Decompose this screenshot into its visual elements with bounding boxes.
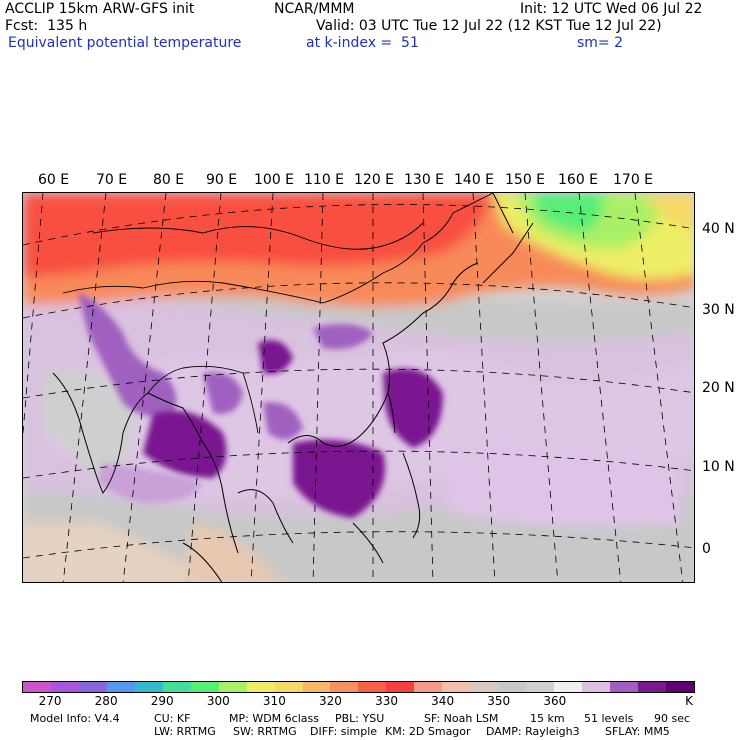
footer-mp: MP: WDM 6class <box>229 712 319 725</box>
colorbar-swatch <box>554 682 583 692</box>
colorbar-swatch <box>665 682 694 692</box>
footer-resolution: 15 km <box>530 712 565 725</box>
lon-label: 150 E <box>505 172 546 188</box>
colorbar-swatch <box>274 682 303 692</box>
lon-label: 120 E <box>354 172 395 188</box>
colorbar-swatch <box>358 682 387 692</box>
colorbar-tick-label: 330 <box>375 694 398 708</box>
colorbar-swatch <box>23 682 51 692</box>
colorbar-swatch <box>134 682 163 692</box>
colorbar-swatch <box>50 682 79 692</box>
footer-model-info: Model Info: V4.4 <box>30 712 120 725</box>
footer-cu: CU: KF <box>154 712 191 725</box>
colorbar-swatch <box>106 682 135 692</box>
lat-label: 30 N <box>702 302 735 318</box>
institution-label: NCAR/MMM <box>274 1 355 17</box>
footer-levels: 51 levels <box>584 712 634 725</box>
colorbar <box>22 681 695 693</box>
lon-label: 130 E <box>404 172 445 188</box>
colorbar-swatch <box>246 682 275 692</box>
footer-pbl: PBL: YSU <box>335 712 385 725</box>
colorbar-swatch <box>162 682 191 692</box>
lon-label: 60 E <box>38 172 70 188</box>
valid-time: Valid: 03 UTC Tue 12 Jul 22 (12 KST Tue … <box>316 18 662 34</box>
country-borders <box>62 193 494 434</box>
footer-diff: DIFF: simple <box>310 725 378 738</box>
lon-label: 110 E <box>304 172 345 188</box>
smoothing-label: sm= 2 <box>577 35 624 51</box>
forecast-hour: Fcst: 135 h <box>5 18 88 34</box>
colorbar-tick-label: 300 <box>206 694 230 708</box>
map-canvas <box>23 193 694 582</box>
colorbar-tick-label: 360 <box>543 694 567 708</box>
lat-label: 20 N <box>702 380 735 396</box>
colorbar-swatch <box>526 682 555 692</box>
lon-label: 70 E <box>96 172 128 188</box>
colorbar-swatch <box>498 682 527 692</box>
colorbar-tick-label: 340 <box>431 694 455 708</box>
colorbar-swatch <box>218 682 247 692</box>
lon-label: 100 E <box>254 172 295 188</box>
colorbar-swatch <box>637 682 666 692</box>
lon-label: 160 E <box>558 172 599 188</box>
colorbar-swatch <box>302 682 331 692</box>
colorbar-swatch <box>442 682 471 692</box>
colorbar-swatch <box>414 682 443 692</box>
model-title: ACCLIP 15km ARW-GFS init <box>5 1 195 17</box>
colorbar-swatch <box>386 682 415 692</box>
colorbar-tick-label: 310 <box>262 694 286 708</box>
footer-km: KM: 2D Smagor <box>385 725 471 738</box>
graticule <box>23 193 694 582</box>
footer-sf: SF: Noah LSM <box>424 712 499 725</box>
footer-damp: DAMP: Rayleigh3 <box>486 725 580 738</box>
lat-label: 10 N <box>702 459 735 475</box>
colorbar-swatch <box>330 682 359 692</box>
colorbar-swatch <box>78 682 107 692</box>
footer-timestep: 90 sec <box>654 712 691 725</box>
lon-label: 140 E <box>454 172 495 188</box>
coastlines <box>52 193 534 582</box>
init-time: Init: 12 UTC Wed 06 Jul 22 <box>520 1 703 17</box>
field-name: Equivalent potential temperature <box>8 35 242 51</box>
colorbar-unit: K <box>685 694 693 708</box>
lon-label: 90 E <box>206 172 238 188</box>
colorbar-tick-label: 280 <box>94 694 118 708</box>
colorbar-swatch <box>190 682 219 692</box>
level-label: at k-index = 51 <box>306 35 419 51</box>
lat-label: 0 <box>702 541 711 557</box>
colorbar-tick-label: 270 <box>38 694 62 708</box>
colorbar-swatch <box>470 682 499 692</box>
colorbar-tick-label: 290 <box>150 694 174 708</box>
lat-label: 40 N <box>702 221 735 237</box>
footer-sw: SW: RRTMG <box>233 725 297 738</box>
colorbar-tick-label: 320 <box>319 694 342 708</box>
colorbar-swatch <box>610 682 638 692</box>
lon-label: 170 E <box>613 172 654 188</box>
footer-lw: LW: RRTMG <box>154 725 216 738</box>
colorbar-tick-label: 350 <box>487 694 511 708</box>
colorbar-swatch <box>582 682 611 692</box>
footer-sflay: SFLAY: MM5 <box>605 725 670 738</box>
lon-label: 80 E <box>153 172 185 188</box>
theta-e-map <box>22 192 695 583</box>
